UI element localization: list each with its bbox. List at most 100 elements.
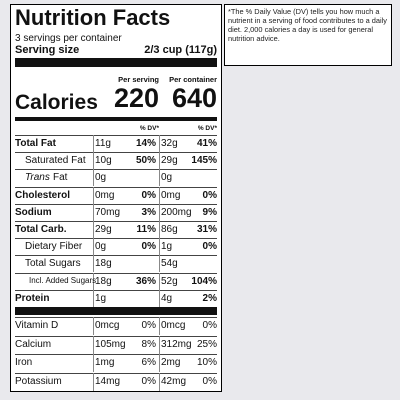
nutrient-name: Fat [53,172,68,184]
daily-value: 2% [202,292,217,304]
amount: 0g [95,241,107,253]
nutrient-name: Iron [15,357,33,368]
amount: 54g [161,258,178,270]
amount: 29g [161,155,178,167]
col-rule [159,335,160,354]
row-rule [15,317,217,318]
nutrient-name: Cholesterol [15,189,71,201]
amount: 86g [161,224,178,235]
row-rule [15,289,217,291]
row-rule [15,238,217,240]
thick-rule [15,58,217,67]
daily-value: 0% [202,375,217,387]
col-rule [159,289,160,307]
medium-rule [15,117,217,121]
col-rule [93,169,94,187]
row-rule [15,372,217,374]
column-header: Per container [169,75,217,84]
col-rule [93,335,94,354]
dv-header: % DV* [139,125,159,132]
col-rule [159,135,160,152]
col-rule [159,169,160,187]
daily-value: 36% [135,275,156,287]
col-rule [93,354,94,372]
daily-value: 3% [141,206,156,218]
amount: 11g [95,138,111,149]
daily-value: 145% [191,155,217,167]
col-rule [93,272,94,290]
amount: 14mg [95,375,121,387]
nutrient-name: Calcium [15,338,52,350]
nutrient-name: Potassium [15,375,62,387]
row-rule [15,135,217,136]
amount: 2mg [161,357,181,368]
footnote: *The % Daily Value (DV) tells you how mu… [224,4,392,66]
servings: 3 servings per container [15,33,122,44]
col-rule [159,238,160,256]
row-rule [15,255,217,257]
nutrient-name: Protein [15,292,50,304]
amount: 105mg [95,338,126,350]
amount: 4g [161,292,173,304]
amount: 0g [161,172,173,184]
amount: 0mg [95,189,115,201]
col-rule [159,372,160,391]
daily-value: 104% [191,275,217,287]
daily-value: 0% [141,189,156,201]
amount: 18g [95,275,112,287]
daily-value: 10% [196,357,217,368]
column-header: Per serving [118,75,159,84]
daily-value: 0% [141,320,156,331]
calories-value: 640 [171,83,217,113]
daily-value: 0% [141,241,156,253]
amount: 0mcg [161,320,186,331]
col-rule [159,272,160,290]
daily-value: 0% [202,189,217,201]
daily-value: 0% [141,375,156,387]
nutrient-name: Incl. Added Sugars [29,275,97,285]
amount: 1mg [95,357,115,368]
daily-value: 8% [141,338,156,350]
col-rule [93,238,94,256]
col-rule [159,152,160,170]
row-rule [15,186,217,188]
thick-rule [15,307,217,315]
row-rule [15,221,217,222]
col-rule [159,203,160,221]
nutrition-label: Nutrition Facts 3 servings per container S… [10,4,222,392]
nutrient-name: Total Sugars [25,258,81,270]
serving-size-value: 2/3 cup (117g) [144,44,217,56]
col-rule [93,203,94,221]
row-rule [15,354,217,355]
col-rule [159,255,160,273]
amount: 70mg [95,206,121,218]
title: Nutrition Facts [15,5,171,30]
amount: 18g [95,258,112,270]
amount: 29g [95,224,112,235]
row-rule [15,203,217,205]
daily-value: 6% [141,357,156,368]
calories-value: 220 [113,83,159,113]
nutrient-name: Trans [25,172,50,184]
nutrient-name: Saturated Fat [25,155,86,167]
nutrient-name: Vitamin D [15,320,59,331]
daily-value: 31% [196,224,217,235]
nutrient-name: Sodium [15,206,52,218]
amount: 42mg [161,375,187,387]
amount: 0mcg [95,320,120,331]
amount: 0g [95,172,107,184]
col-rule [93,317,94,335]
amount: 200mg [161,206,192,218]
daily-value: 9% [202,206,217,218]
nutrient-name: Total Carb. [15,224,67,235]
nutrient-name: Total Fat [15,138,56,149]
col-rule [93,221,94,238]
amount: 312mg [161,338,192,350]
serving-size-label: Serving size [15,44,80,56]
row-rule [15,152,217,154]
amount: 10g [95,155,112,167]
col-rule [93,152,94,170]
amount: 1g [95,292,107,304]
dv-header: % DV* [197,125,217,132]
amount: 0mg [161,189,181,201]
